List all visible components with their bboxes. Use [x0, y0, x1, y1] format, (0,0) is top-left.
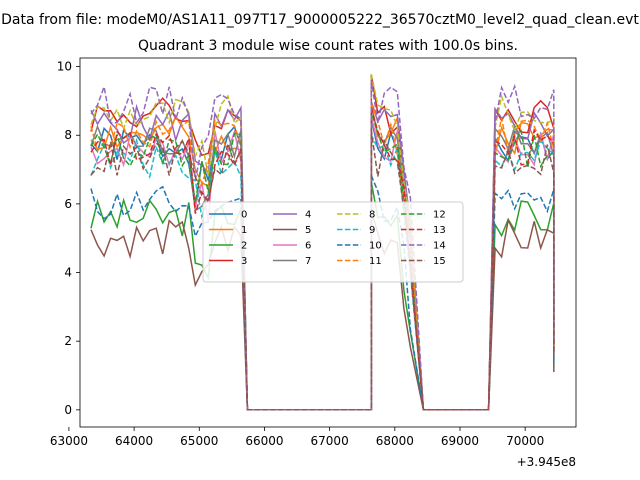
y-tick-label: 6 — [64, 197, 72, 211]
y-tick-label: 4 — [64, 266, 72, 280]
x-tick-label: 67000 — [311, 434, 349, 448]
legend-label-11: 11 — [369, 256, 382, 267]
y-tick-label: 2 — [64, 334, 72, 348]
legend-label-1: 1 — [241, 225, 247, 236]
x-tick-label: 63000 — [50, 434, 88, 448]
x-tick-label: 66000 — [245, 434, 283, 448]
legend-frame — [202, 201, 464, 283]
x-tick-label: 68000 — [376, 434, 414, 448]
y-tick-label: 8 — [64, 128, 72, 142]
legend-label-15: 15 — [433, 256, 446, 267]
chart-title: Quadrant 3 module wise count rates with … — [138, 38, 518, 54]
series-line-10 — [90, 175, 555, 411]
legend-label-8: 8 — [369, 210, 375, 221]
legend-label-0: 0 — [241, 210, 247, 221]
figure-suptitle: Data from file: modeM0/AS1A11_097T17_900… — [1, 12, 639, 28]
y-tick-label: 10 — [57, 60, 72, 74]
legend-label-7: 7 — [305, 256, 311, 267]
legend-label-6: 6 — [305, 241, 311, 252]
x-tick-label: 69000 — [441, 434, 479, 448]
series-line-4 — [90, 101, 555, 411]
x-axis: 63000 64000 65000 66000 67000 68000 69000 70000 — [50, 427, 544, 448]
x-tick-label: 65000 — [180, 434, 218, 448]
legend-label-5: 5 — [305, 225, 311, 236]
legend-label-9: 9 — [369, 225, 375, 236]
legend-label-4: 4 — [305, 210, 311, 221]
series-line-7 — [90, 105, 555, 411]
legend-label-10: 10 — [369, 241, 382, 252]
series-line-9 — [90, 134, 555, 411]
x-tick-label: 70000 — [506, 434, 544, 448]
x-tick-label: 64000 — [115, 434, 153, 448]
series-line-15 — [90, 130, 555, 411]
series-line-8 — [90, 74, 555, 411]
series-line-12 — [90, 112, 555, 411]
series-line-14 — [90, 79, 555, 411]
legend-label-12: 12 — [433, 210, 446, 221]
legend-label-2: 2 — [241, 241, 247, 252]
series-line-3 — [90, 74, 555, 411]
x-axis-offset-label: +3.945e8 — [517, 455, 576, 469]
legend-label-14: 14 — [433, 241, 446, 252]
axes-frame — [79, 57, 577, 428]
legend-label-3: 3 — [241, 256, 247, 267]
plot-area: 63000 64000 65000 66000 67000 68000 69000 70000… — [50, 57, 577, 469]
legend-label-13: 13 — [433, 225, 446, 236]
y-axis: 0 2 4 6 8 10 — [57, 60, 80, 417]
y-tick-label: 0 — [64, 403, 72, 417]
